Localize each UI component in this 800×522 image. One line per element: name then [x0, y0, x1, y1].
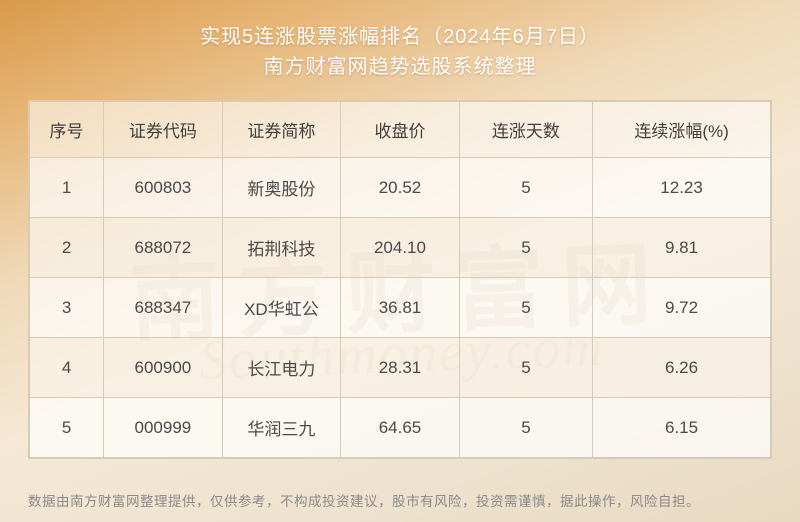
col-header-days: 连涨天数 — [459, 102, 592, 158]
col-header-code: 证券代码 — [104, 102, 223, 158]
cell-close: 36.81 — [341, 278, 460, 338]
col-header-pct: 连续涨幅(%) — [593, 102, 771, 158]
cell-code: 600900 — [104, 338, 223, 398]
col-header-index: 序号 — [30, 102, 104, 158]
cell-code: 600803 — [104, 158, 223, 218]
cell-days: 5 — [459, 158, 592, 218]
cell-index: 3 — [30, 278, 104, 338]
disclaimer-footer: 数据由南方财富网整理提供，仅供参考，不构成投资建议，股市有风险，投资需谨慎，据此… — [28, 490, 772, 510]
cell-index: 5 — [30, 398, 104, 458]
table-row: 2 688072 拓荆科技 204.10 5 9.81 — [30, 218, 771, 278]
table-body: 1 600803 新奥股份 20.52 5 12.23 2 688072 拓荆科… — [30, 158, 771, 458]
cell-days: 5 — [459, 218, 592, 278]
cell-name: XD华虹公 — [222, 278, 341, 338]
cell-code: 000999 — [104, 398, 223, 458]
cell-close: 20.52 — [341, 158, 460, 218]
table-row: 4 600900 长江电力 28.31 5 6.26 — [30, 338, 771, 398]
cell-days: 5 — [459, 398, 592, 458]
cell-close: 64.65 — [341, 398, 460, 458]
table-row: 3 688347 XD华虹公 36.81 5 9.72 — [30, 278, 771, 338]
cell-name: 长江电力 — [222, 338, 341, 398]
cell-name: 拓荆科技 — [222, 218, 341, 278]
title-line-1: 实现5连涨股票涨幅排名（2024年6月7日） — [0, 22, 800, 52]
cell-close: 28.31 — [341, 338, 460, 398]
cell-pct: 12.23 — [593, 158, 771, 218]
cell-index: 2 — [30, 218, 104, 278]
col-header-name: 证券简称 — [222, 102, 341, 158]
cell-name: 华润三九 — [222, 398, 341, 458]
col-header-close: 收盘价 — [341, 102, 460, 158]
cell-index: 4 — [30, 338, 104, 398]
cell-pct: 9.81 — [593, 218, 771, 278]
table-row: 1 600803 新奥股份 20.52 5 12.23 — [30, 158, 771, 218]
cell-days: 5 — [459, 338, 592, 398]
cell-code: 688072 — [104, 218, 223, 278]
ranking-table: 序号 证券代码 证券简称 收盘价 连涨天数 连续涨幅(%) 1 600803 新… — [29, 101, 771, 458]
page-header: 实现5连涨股票涨幅排名（2024年6月7日） 南方财富网趋势选股系统整理 — [0, 0, 800, 100]
cell-pct: 9.72 — [593, 278, 771, 338]
cell-pct: 6.15 — [593, 398, 771, 458]
cell-name: 新奥股份 — [222, 158, 341, 218]
cell-days: 5 — [459, 278, 592, 338]
cell-close: 204.10 — [341, 218, 460, 278]
ranking-table-container: 序号 证券代码 证券简称 收盘价 连涨天数 连续涨幅(%) 1 600803 新… — [28, 100, 772, 459]
cell-index: 1 — [30, 158, 104, 218]
table-header-row: 序号 证券代码 证券简称 收盘价 连涨天数 连续涨幅(%) — [30, 102, 771, 158]
cell-pct: 6.26 — [593, 338, 771, 398]
title-line-2: 南方财富网趋势选股系统整理 — [0, 52, 800, 82]
cell-code: 688347 — [104, 278, 223, 338]
table-row: 5 000999 华润三九 64.65 5 6.15 — [30, 398, 771, 458]
